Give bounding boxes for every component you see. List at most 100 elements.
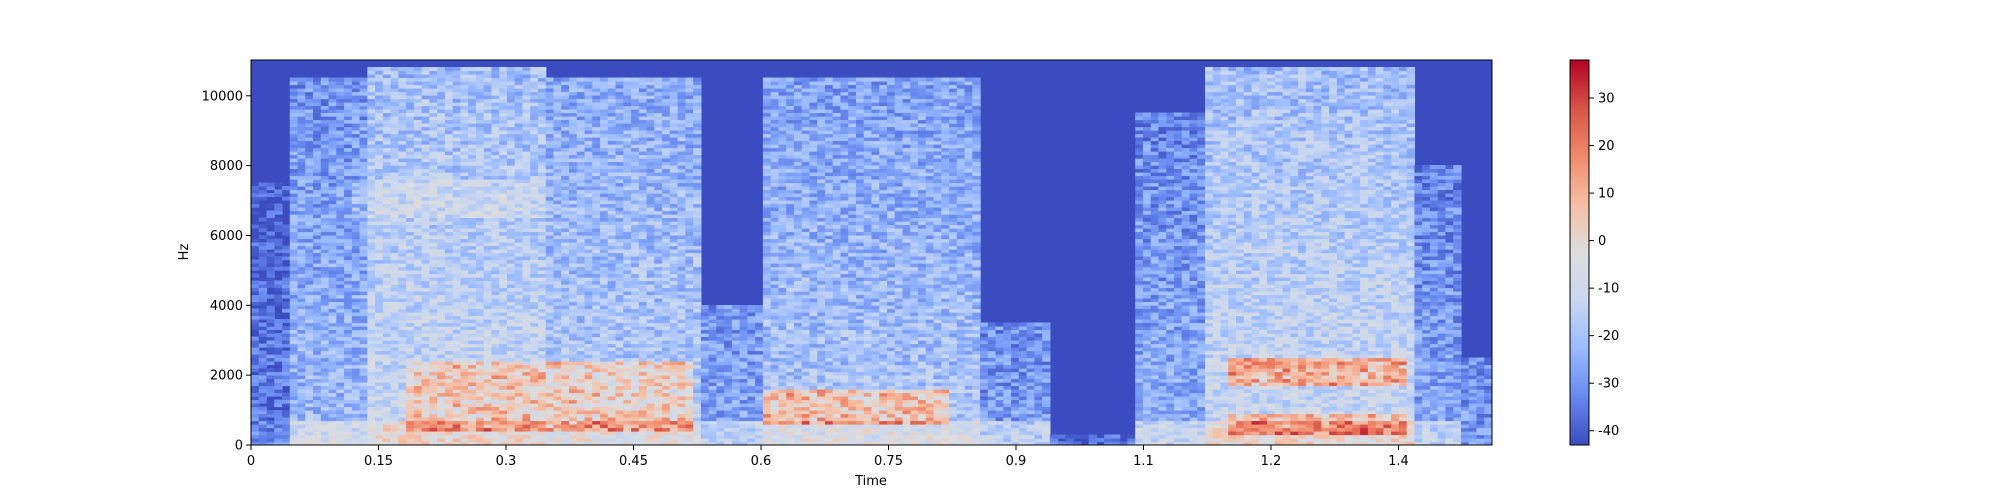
spectrogram-cell — [359, 431, 368, 436]
spectrogram-cell — [375, 245, 384, 250]
spectrogram-cell — [367, 95, 376, 100]
spectrogram-cell — [429, 266, 438, 271]
spectrogram-cell — [468, 154, 477, 159]
spectrogram-cell — [600, 238, 609, 243]
spectrogram-cell — [569, 116, 578, 121]
spectrogram-cell — [592, 210, 601, 215]
spectrogram-cell — [576, 123, 586, 128]
spectrogram-cell — [406, 364, 415, 369]
spectrogram-cell — [336, 350, 345, 355]
spectrogram-cell — [506, 203, 516, 208]
spectrogram-cell — [545, 413, 555, 418]
spectrogram-cell — [289, 102, 299, 107]
spectrogram-cell — [514, 130, 524, 135]
spectrogram-cell — [313, 326, 322, 331]
spectrogram-cell — [452, 256, 462, 261]
spectrogram-cell — [615, 434, 624, 439]
spectrogram-cell — [553, 175, 562, 180]
spectrogram-cell — [390, 126, 399, 131]
spectrogram-cell — [313, 329, 322, 334]
spectrogram-cell — [475, 385, 485, 390]
spectrogram-cell — [359, 333, 368, 338]
spectrogram-cell — [305, 116, 314, 121]
spectrogram-cell — [289, 221, 299, 226]
spectrogram-cell — [522, 291, 531, 296]
spectrogram-cell — [382, 326, 392, 331]
spectrogram-cell — [600, 221, 609, 226]
spectrogram-cell — [452, 399, 462, 404]
spectrogram-cell — [631, 385, 640, 390]
spectrogram-cell — [289, 420, 299, 425]
spectrogram-cell — [328, 308, 337, 313]
spectrogram-cell — [406, 368, 415, 373]
spectrogram-cell — [452, 350, 462, 355]
spectrogram-cell — [320, 315, 330, 320]
spectrogram-cell — [390, 133, 399, 138]
spectrogram-cell — [483, 179, 493, 184]
spectrogram-cell — [491, 116, 500, 121]
spectrogram-cell — [359, 245, 368, 250]
spectrogram-cell — [615, 123, 624, 128]
spectrogram-cell — [444, 319, 454, 324]
spectrogram-cell — [421, 287, 430, 292]
spectrogram-cell — [600, 378, 609, 383]
spectrogram-cell — [561, 371, 570, 376]
spectrogram-cell — [623, 207, 632, 212]
spectrogram-cell — [615, 252, 624, 257]
spectrogram-cell — [444, 137, 454, 142]
spectrogram-cell — [320, 133, 330, 138]
spectrogram-cell — [313, 392, 322, 397]
spectrogram-cell — [530, 112, 539, 117]
spectrogram-cell — [336, 140, 345, 145]
spectrogram-cell — [266, 392, 275, 397]
spectrogram-cell — [413, 109, 423, 114]
spectrogram-cell — [607, 263, 617, 268]
spectrogram-cell — [289, 109, 299, 114]
spectrogram-cell — [359, 336, 368, 341]
spectrogram-cell — [320, 364, 330, 369]
spectrogram-cell — [305, 375, 314, 380]
spectrogram-cell — [344, 291, 353, 296]
spectrogram-cell — [444, 441, 454, 445]
spectrogram-cell — [483, 74, 493, 79]
spectrogram-cell — [251, 245, 260, 250]
spectrogram-cell — [437, 179, 446, 184]
spectrogram-cell — [460, 112, 469, 117]
spectrogram-cell — [569, 434, 578, 439]
spectrogram-cell — [468, 343, 477, 348]
spectrogram-cell — [553, 88, 562, 93]
spectrogram-cell — [282, 329, 291, 334]
spectrogram-cell — [398, 434, 407, 439]
spectrogram-cell — [274, 399, 283, 404]
spectrogram-cell — [514, 308, 524, 313]
spectrogram-cell — [506, 238, 516, 243]
spectrogram-cell — [592, 207, 601, 212]
spectrogram-cell — [437, 158, 446, 163]
spectrogram-cell — [398, 126, 407, 131]
spectrogram-cell — [584, 137, 593, 142]
spectrogram-cell — [305, 298, 314, 303]
spectrogram-cell — [584, 294, 593, 299]
spectrogram-cell — [460, 196, 469, 201]
spectrogram-cell — [545, 410, 555, 415]
spectrogram-cell — [553, 200, 562, 205]
spectrogram-cell — [561, 189, 570, 194]
spectrogram-cell — [444, 336, 454, 341]
spectrogram-cell — [483, 231, 493, 236]
spectrogram-cell — [584, 112, 593, 117]
spectrogram-cell — [375, 98, 384, 103]
spectrogram-cell — [297, 399, 306, 404]
spectrogram-cell — [576, 140, 586, 145]
spectrogram-cell — [413, 203, 423, 208]
spectrogram-cell — [615, 273, 624, 278]
spectrogram-cell — [351, 165, 361, 170]
spectrogram-cell — [320, 357, 330, 362]
spectrogram-cell — [444, 102, 454, 107]
spectrogram-cell — [491, 256, 500, 261]
spectrogram-cell — [537, 224, 547, 229]
spectrogram-cell — [452, 77, 462, 82]
spectrogram-cell — [537, 130, 547, 135]
spectrogram-cell — [522, 424, 531, 429]
spectrogram-cell — [328, 189, 337, 194]
spectrogram-cell — [553, 434, 562, 439]
